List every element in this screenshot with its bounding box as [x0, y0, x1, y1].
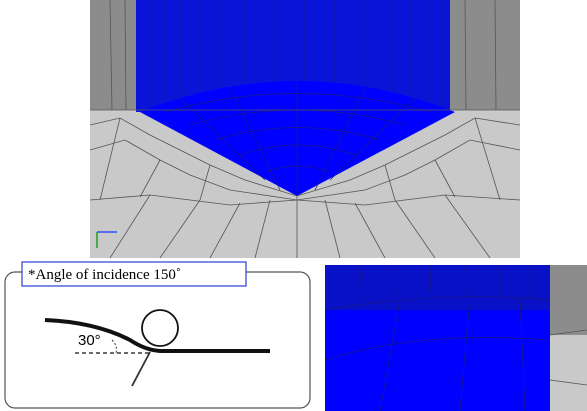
caption-label: *Angle of incidence 150˚ — [28, 267, 181, 283]
angle-label: 30° — [78, 332, 101, 349]
mesh-image-bottom — [325, 265, 587, 411]
figure: *Angle of incidence 150˚ 30° — [0, 0, 587, 411]
page: *Angle of incidence 150˚ 30° (() => { co… — [0, 0, 587, 411]
diagram: *Angle of incidence 150˚ 30° — [5, 262, 310, 408]
mesh-image-top — [90, 0, 520, 258]
